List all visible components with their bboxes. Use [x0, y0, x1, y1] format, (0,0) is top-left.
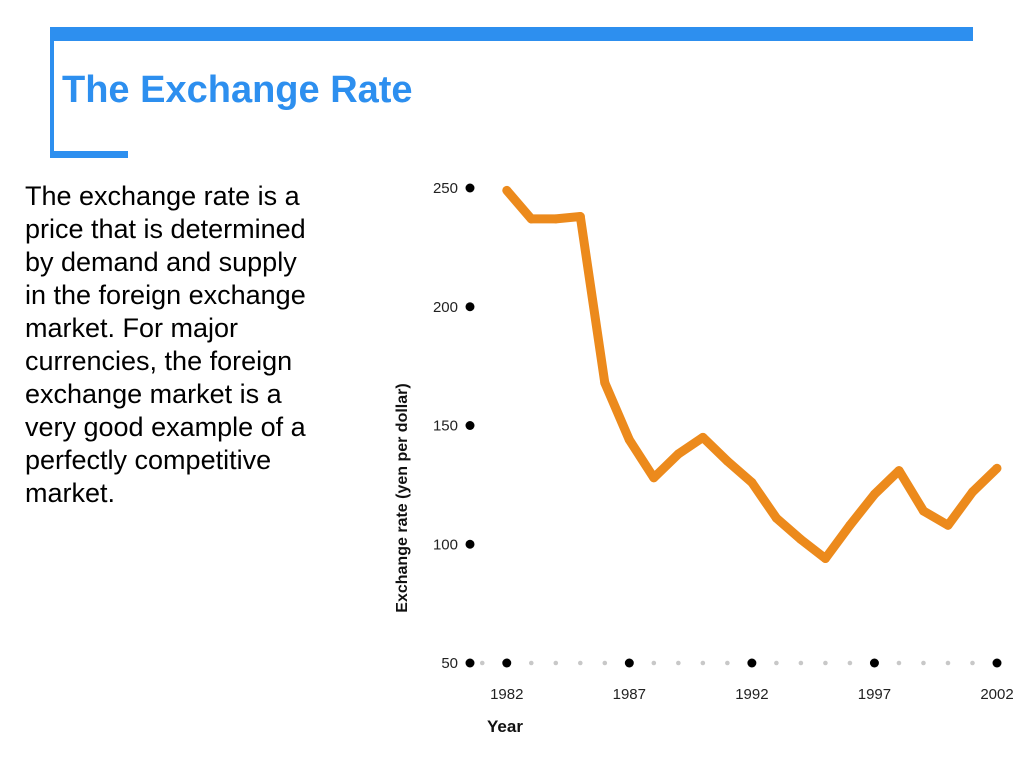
- x-tick-label: 1987: [613, 686, 646, 703]
- y-tick-dot: [465, 302, 475, 312]
- x-minor-dot: [847, 660, 853, 666]
- x-tick-label: 1982: [490, 686, 523, 703]
- body-text: The exchange rate is a price that is det…: [25, 181, 306, 508]
- x-minor-dot: [774, 660, 779, 666]
- x-minor-dot: [651, 660, 657, 666]
- y-tick-dot: [465, 421, 475, 430]
- x-minor-dot: [528, 660, 534, 666]
- y-tick-dot: [465, 183, 475, 193]
- x-tick-label: 1992: [735, 686, 768, 703]
- x-minor-dot: [798, 660, 804, 666]
- x-tick-dot: [747, 658, 757, 668]
- data-point: [526, 214, 536, 224]
- data-point: [869, 489, 879, 499]
- data-point: [673, 449, 683, 459]
- y-tick-dot: [465, 539, 475, 549]
- data-point: [698, 432, 708, 442]
- data-point: [894, 466, 904, 476]
- y-tick-label: 250: [433, 180, 458, 197]
- x-minor-dot: [823, 660, 828, 666]
- y-tick-label: 200: [433, 299, 458, 316]
- x-minor-dot: [553, 660, 559, 666]
- y-tick-label: 50: [441, 655, 458, 672]
- data-point: [600, 378, 610, 388]
- data-point: [943, 520, 953, 530]
- title-left-rule: [50, 27, 54, 157]
- x-minor-dot: [578, 660, 583, 666]
- y-tick-label: 100: [433, 536, 458, 553]
- x-minor-dot: [725, 660, 730, 666]
- title-top-bar: [50, 27, 973, 41]
- x-minor-dot: [676, 660, 681, 666]
- slide-title: The Exchange Rate: [62, 69, 413, 111]
- x-minor-dot: [602, 660, 608, 666]
- y-tick-dot: [465, 658, 475, 668]
- y-tick-label: 150: [433, 418, 458, 435]
- x-tick-dot: [502, 658, 512, 668]
- data-point: [771, 513, 781, 523]
- data-point: [502, 185, 512, 195]
- data-point: [649, 473, 659, 483]
- data-point: [992, 463, 1002, 473]
- exchange-rate-line: [503, 187, 1001, 563]
- x-axis-label: Year: [487, 717, 523, 736]
- x-tick-dot: [869, 658, 879, 668]
- x-tick-label: 1997: [858, 686, 891, 703]
- x-minor-dot: [945, 660, 951, 666]
- exchange-rate-chart: 50 100 150 200 250 1982 1987 1992 1997 2002 Excha…: [394, 180, 1014, 736]
- x-tick-label: 2002: [980, 686, 1013, 703]
- x-minor-dot: [700, 660, 706, 666]
- data-point: [747, 478, 757, 487]
- x-tick-dot: [624, 658, 634, 668]
- data-point: [967, 487, 977, 497]
- data-point: [796, 535, 806, 544]
- x-minor-dot: [896, 660, 902, 666]
- x-minor-dot: [921, 660, 926, 666]
- data-point: [918, 506, 928, 516]
- data-point: [820, 554, 830, 563]
- title-bottom-rule: [50, 151, 128, 158]
- x-tick-dot: [992, 658, 1002, 668]
- x-minor-dot: [970, 660, 975, 666]
- data-point: [575, 212, 585, 221]
- y-axis-label: Exchange rate (yen per dollar): [394, 383, 411, 612]
- data-point: [551, 214, 561, 224]
- x-minor-dot: [479, 660, 485, 666]
- data-point: [624, 435, 634, 445]
- data-point: [722, 456, 732, 466]
- data-point: [845, 520, 855, 530]
